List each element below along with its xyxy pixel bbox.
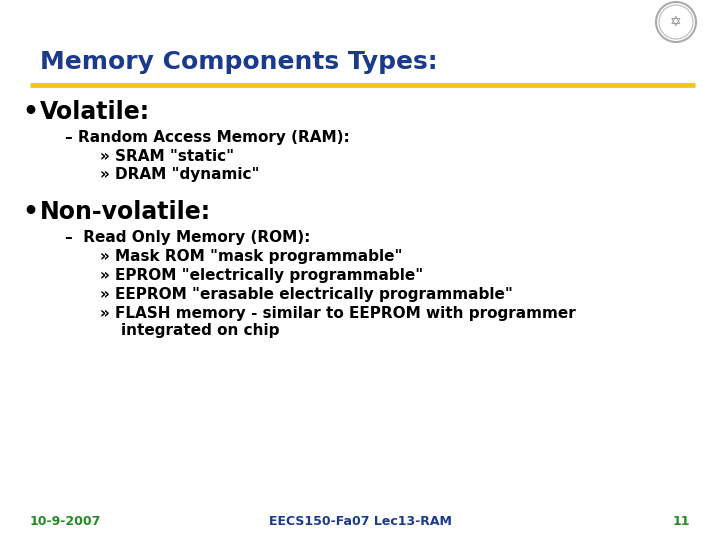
Text: integrated on chip: integrated on chip: [100, 323, 279, 338]
Text: •: •: [22, 100, 38, 124]
Text: Non-volatile:: Non-volatile:: [40, 200, 211, 224]
Text: ✡: ✡: [670, 15, 682, 29]
Text: Volatile:: Volatile:: [40, 100, 150, 124]
Text: » EPROM "electrically programmable": » EPROM "electrically programmable": [100, 268, 423, 283]
Text: » FLASH memory - similar to EEPROM with programmer: » FLASH memory - similar to EEPROM with …: [100, 306, 576, 321]
Text: » SRAM "static": » SRAM "static": [100, 149, 234, 164]
Text: » Mask ROM "mask programmable": » Mask ROM "mask programmable": [100, 249, 402, 264]
Text: 11: 11: [672, 515, 690, 528]
Text: » EEPROM "erasable electrically programmable": » EEPROM "erasable electrically programm…: [100, 287, 513, 302]
Text: EECS150-Fa07 Lec13-RAM: EECS150-Fa07 Lec13-RAM: [269, 515, 451, 528]
Text: » DRAM "dynamic": » DRAM "dynamic": [100, 167, 259, 182]
Text: –  Read Only Memory (ROM):: – Read Only Memory (ROM):: [65, 230, 310, 245]
Text: – Random Access Memory (RAM):: – Random Access Memory (RAM):: [65, 130, 350, 145]
Text: 10-9-2007: 10-9-2007: [30, 515, 102, 528]
Text: •: •: [22, 200, 38, 224]
Text: Memory Components Types:: Memory Components Types:: [40, 50, 438, 74]
